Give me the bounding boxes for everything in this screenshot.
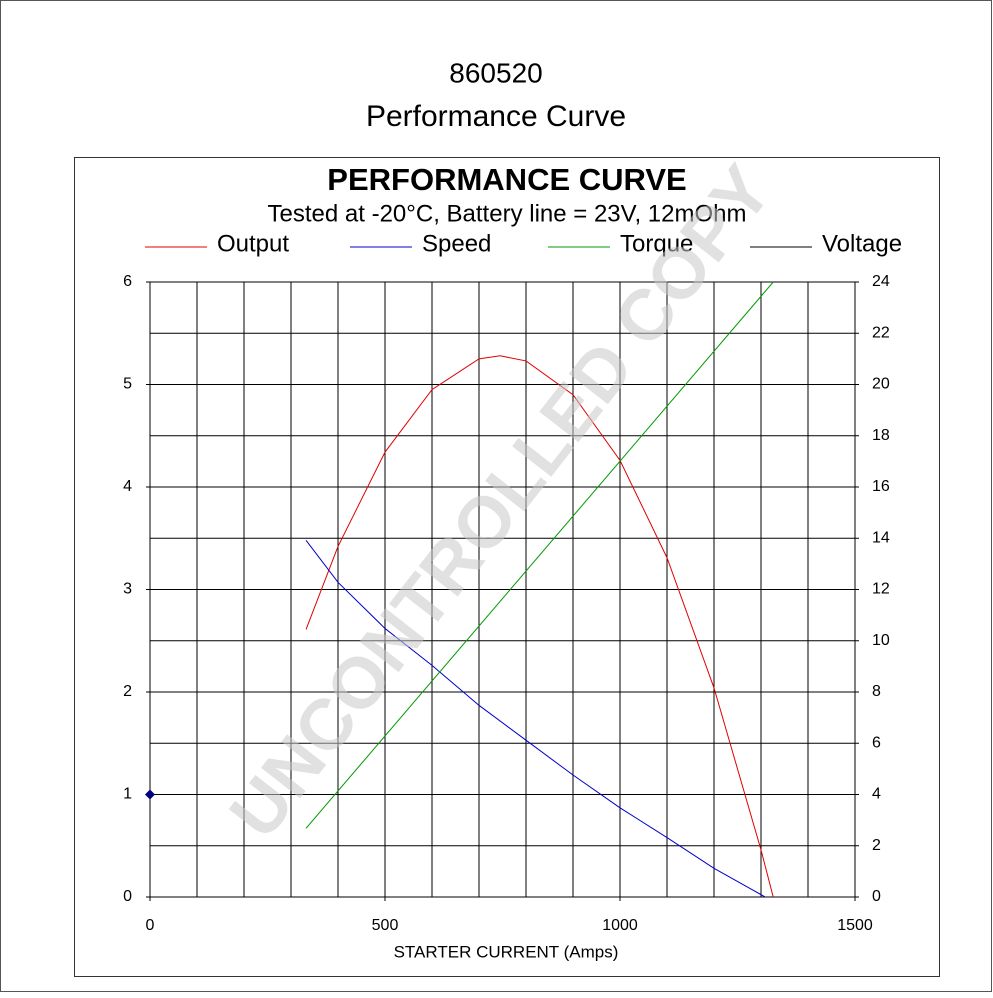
chart-frame xyxy=(74,157,940,977)
y2-tick-label: 6 xyxy=(872,734,881,751)
y2-tick-label: 0 xyxy=(872,888,881,905)
y-tick-label: 2 xyxy=(123,683,132,700)
x-tick-label: 500 xyxy=(372,917,399,934)
legend-label: Torque xyxy=(620,230,693,257)
y2-tick-label: 16 xyxy=(872,478,890,495)
y2-tick-label: 8 xyxy=(872,683,881,700)
x-tick-label: 0 xyxy=(146,917,155,934)
legend-label: Output xyxy=(217,230,289,257)
series-line xyxy=(305,281,774,829)
y2-tick-label: 14 xyxy=(872,529,890,546)
y2-tick-label: 12 xyxy=(872,581,890,598)
y2-tick-label: 10 xyxy=(872,632,890,649)
y2-tick-label: 4 xyxy=(872,786,881,803)
chart-title: PERFORMANCE CURVE xyxy=(327,162,686,197)
legend-label: Speed xyxy=(422,230,491,257)
header-title: Performance Curve xyxy=(366,100,626,133)
legend-label: Voltage xyxy=(822,230,902,257)
y2-tick-label: 2 xyxy=(872,837,881,854)
y-tick-label: 1 xyxy=(123,786,132,803)
y2-tick-label: 20 xyxy=(872,376,890,393)
y-tick-label: 0 xyxy=(123,888,132,905)
plot-border xyxy=(149,281,856,898)
y2-tick-label: 18 xyxy=(872,427,890,444)
y-tick-label: 5 xyxy=(123,376,132,393)
y2-tick-label: 22 xyxy=(872,324,890,341)
header-code: 860520 xyxy=(449,57,542,88)
series-line xyxy=(305,539,766,898)
series-line xyxy=(305,355,774,898)
x-axis-label: STARTER CURRENT (Amps) xyxy=(394,942,619,961)
y2-tick-label: 24 xyxy=(872,273,890,290)
data-point xyxy=(145,789,155,800)
chart-subtitle: Tested at -20°C, Battery line = 23V, 12m… xyxy=(268,200,747,227)
y-tick-label: 3 xyxy=(123,581,132,598)
x-tick-label: 1500 xyxy=(837,917,873,934)
x-tick-label: 1000 xyxy=(602,917,638,934)
y-tick-label: 4 xyxy=(123,478,132,495)
y-tick-label: 6 xyxy=(123,273,132,290)
